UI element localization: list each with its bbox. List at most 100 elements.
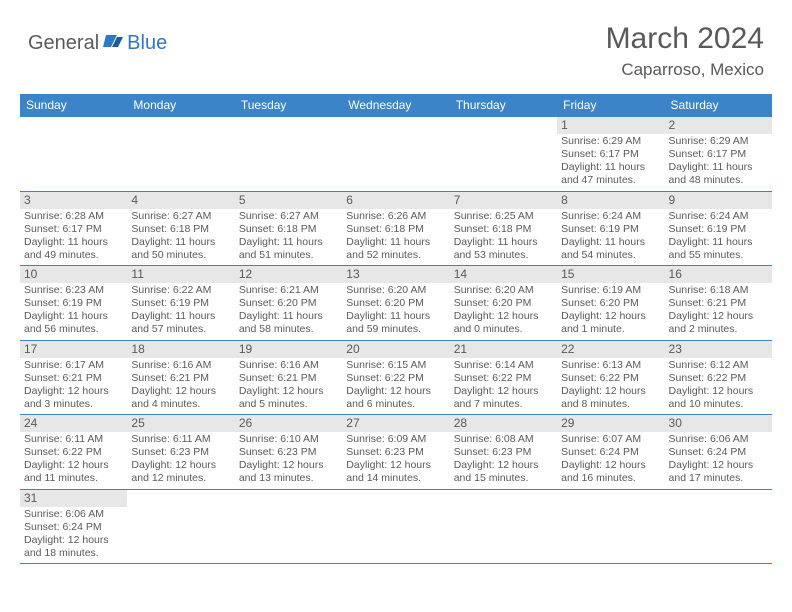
sunrise-text: Sunrise: 6:25 AM <box>454 210 553 223</box>
calendar-table: Sunday Monday Tuesday Wednesday Thursday… <box>20 94 772 564</box>
daylight-text: Daylight: 12 hours and 17 minutes. <box>669 459 768 485</box>
day-number: 14 <box>450 266 557 283</box>
calendar-day-cell <box>127 117 234 192</box>
calendar-day-cell: 25Sunrise: 6:11 AMSunset: 6:23 PMDayligh… <box>127 415 234 490</box>
logo: General Blue <box>28 22 167 55</box>
day-details: Sunrise: 6:22 AMSunset: 6:19 PMDaylight:… <box>127 283 234 340</box>
sunset-text: Sunset: 6:17 PM <box>561 148 660 161</box>
day-details: Sunrise: 6:27 AMSunset: 6:18 PMDaylight:… <box>127 209 234 266</box>
weekday-header: Friday <box>557 94 664 117</box>
sunset-text: Sunset: 6:24 PM <box>561 446 660 459</box>
daylight-text: Daylight: 12 hours and 11 minutes. <box>24 459 123 485</box>
daylight-text: Daylight: 12 hours and 13 minutes. <box>239 459 338 485</box>
calendar-day-cell <box>450 489 557 564</box>
daylight-text: Daylight: 11 hours and 56 minutes. <box>24 310 123 336</box>
day-details: Sunrise: 6:18 AMSunset: 6:21 PMDaylight:… <box>665 283 772 340</box>
day-details: Sunrise: 6:11 AMSunset: 6:22 PMDaylight:… <box>20 432 127 489</box>
sunrise-text: Sunrise: 6:29 AM <box>561 135 660 148</box>
daylight-text: Daylight: 12 hours and 7 minutes. <box>454 385 553 411</box>
sunset-text: Sunset: 6:24 PM <box>24 521 123 534</box>
daylight-text: Daylight: 11 hours and 47 minutes. <box>561 161 660 187</box>
sunset-text: Sunset: 6:19 PM <box>669 223 768 236</box>
sunset-text: Sunset: 6:21 PM <box>24 372 123 385</box>
sunrise-text: Sunrise: 6:17 AM <box>24 359 123 372</box>
calendar-day-cell: 20Sunrise: 6:15 AMSunset: 6:22 PMDayligh… <box>342 340 449 415</box>
calendar-day-cell: 28Sunrise: 6:08 AMSunset: 6:23 PMDayligh… <box>450 415 557 490</box>
calendar-day-cell: 17Sunrise: 6:17 AMSunset: 6:21 PMDayligh… <box>20 340 127 415</box>
day-number: 24 <box>20 415 127 432</box>
sunset-text: Sunset: 6:20 PM <box>239 297 338 310</box>
day-details: Sunrise: 6:24 AMSunset: 6:19 PMDaylight:… <box>665 209 772 266</box>
calendar-day-cell: 19Sunrise: 6:16 AMSunset: 6:21 PMDayligh… <box>235 340 342 415</box>
sunrise-text: Sunrise: 6:07 AM <box>561 433 660 446</box>
day-details: Sunrise: 6:12 AMSunset: 6:22 PMDaylight:… <box>665 358 772 415</box>
day-number: 31 <box>20 490 127 507</box>
calendar-day-cell <box>20 117 127 192</box>
sunrise-text: Sunrise: 6:27 AM <box>131 210 230 223</box>
day-number: 30 <box>665 415 772 432</box>
calendar-day-cell <box>557 489 664 564</box>
sunrise-text: Sunrise: 6:28 AM <box>24 210 123 223</box>
day-number: 8 <box>557 192 664 209</box>
calendar-day-cell: 30Sunrise: 6:06 AMSunset: 6:24 PMDayligh… <box>665 415 772 490</box>
day-details: Sunrise: 6:16 AMSunset: 6:21 PMDaylight:… <box>127 358 234 415</box>
sunset-text: Sunset: 6:22 PM <box>24 446 123 459</box>
day-number: 18 <box>127 341 234 358</box>
calendar-day-cell: 4Sunrise: 6:27 AMSunset: 6:18 PMDaylight… <box>127 191 234 266</box>
sunset-text: Sunset: 6:22 PM <box>346 372 445 385</box>
sunrise-text: Sunrise: 6:24 AM <box>669 210 768 223</box>
day-details: Sunrise: 6:10 AMSunset: 6:23 PMDaylight:… <box>235 432 342 489</box>
sunrise-text: Sunrise: 6:23 AM <box>24 284 123 297</box>
daylight-text: Daylight: 11 hours and 55 minutes. <box>669 236 768 262</box>
sunset-text: Sunset: 6:20 PM <box>561 297 660 310</box>
day-number: 28 <box>450 415 557 432</box>
day-number: 17 <box>20 341 127 358</box>
day-details: Sunrise: 6:06 AMSunset: 6:24 PMDaylight:… <box>665 432 772 489</box>
calendar-day-cell <box>235 117 342 192</box>
sunset-text: Sunset: 6:22 PM <box>561 372 660 385</box>
logo-text-blue: Blue <box>127 32 167 55</box>
calendar-day-cell: 12Sunrise: 6:21 AMSunset: 6:20 PMDayligh… <box>235 266 342 341</box>
sunset-text: Sunset: 6:23 PM <box>454 446 553 459</box>
sunrise-text: Sunrise: 6:06 AM <box>24 508 123 521</box>
sunrise-text: Sunrise: 6:16 AM <box>131 359 230 372</box>
month-title: March 2024 <box>606 22 764 56</box>
weekday-header: Sunday <box>20 94 127 117</box>
day-details: Sunrise: 6:27 AMSunset: 6:18 PMDaylight:… <box>235 209 342 266</box>
calendar-day-cell: 18Sunrise: 6:16 AMSunset: 6:21 PMDayligh… <box>127 340 234 415</box>
daylight-text: Daylight: 12 hours and 8 minutes. <box>561 385 660 411</box>
sunrise-text: Sunrise: 6:19 AM <box>561 284 660 297</box>
daylight-text: Daylight: 11 hours and 57 minutes. <box>131 310 230 336</box>
daylight-text: Daylight: 11 hours and 48 minutes. <box>669 161 768 187</box>
calendar-week-row: 1Sunrise: 6:29 AMSunset: 6:17 PMDaylight… <box>20 117 772 192</box>
day-details: Sunrise: 6:07 AMSunset: 6:24 PMDaylight:… <box>557 432 664 489</box>
weekday-header: Tuesday <box>235 94 342 117</box>
flag-icon <box>103 33 125 54</box>
sunrise-text: Sunrise: 6:21 AM <box>239 284 338 297</box>
sunset-text: Sunset: 6:18 PM <box>239 223 338 236</box>
calendar-week-row: 24Sunrise: 6:11 AMSunset: 6:22 PMDayligh… <box>20 415 772 490</box>
day-details: Sunrise: 6:29 AMSunset: 6:17 PMDaylight:… <box>665 134 772 191</box>
day-number: 27 <box>342 415 449 432</box>
sunrise-text: Sunrise: 6:20 AM <box>346 284 445 297</box>
sunrise-text: Sunrise: 6:18 AM <box>669 284 768 297</box>
day-number: 16 <box>665 266 772 283</box>
calendar-day-cell: 29Sunrise: 6:07 AMSunset: 6:24 PMDayligh… <box>557 415 664 490</box>
daylight-text: Daylight: 12 hours and 12 minutes. <box>131 459 230 485</box>
sunset-text: Sunset: 6:19 PM <box>561 223 660 236</box>
title-block: March 2024 Caparroso, Mexico <box>606 22 764 80</box>
daylight-text: Daylight: 12 hours and 4 minutes. <box>131 385 230 411</box>
calendar-day-cell: 16Sunrise: 6:18 AMSunset: 6:21 PMDayligh… <box>665 266 772 341</box>
calendar-day-cell <box>450 117 557 192</box>
day-details: Sunrise: 6:17 AMSunset: 6:21 PMDaylight:… <box>20 358 127 415</box>
daylight-text: Daylight: 11 hours and 49 minutes. <box>24 236 123 262</box>
day-details: Sunrise: 6:11 AMSunset: 6:23 PMDaylight:… <box>127 432 234 489</box>
sunset-text: Sunset: 6:18 PM <box>454 223 553 236</box>
sunrise-text: Sunrise: 6:29 AM <box>669 135 768 148</box>
day-details: Sunrise: 6:20 AMSunset: 6:20 PMDaylight:… <box>342 283 449 340</box>
sunset-text: Sunset: 6:21 PM <box>239 372 338 385</box>
sunrise-text: Sunrise: 6:12 AM <box>669 359 768 372</box>
sunset-text: Sunset: 6:24 PM <box>669 446 768 459</box>
calendar-day-cell: 7Sunrise: 6:25 AMSunset: 6:18 PMDaylight… <box>450 191 557 266</box>
day-number: 2 <box>665 117 772 134</box>
